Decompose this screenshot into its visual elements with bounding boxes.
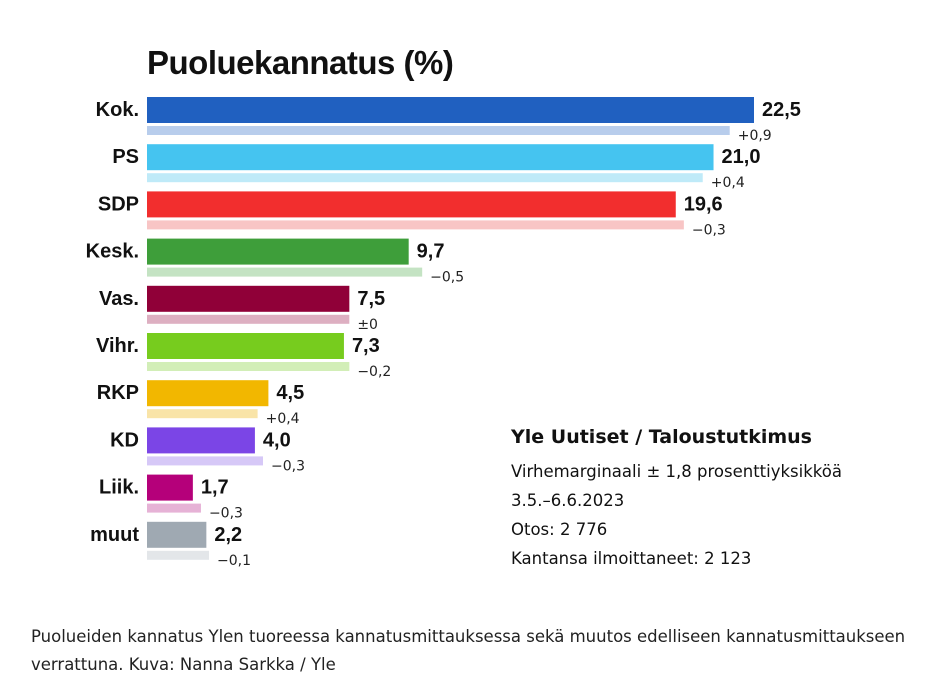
prev-bar-kok [147,126,730,135]
category-label-vas: Vas. [99,288,139,310]
source-info: Yle Uutiset / Taloustutkimus Virhemargin… [511,426,842,573]
value-label-vihr: 7,3 [352,335,380,357]
source-margin: Virhemarginaali ± 1,8 prosenttiyksikköä [511,462,842,481]
change-label-rkp: +0,4 [266,411,300,427]
category-label-kd: KD [110,429,139,451]
prev-bar-kesk [147,267,423,277]
bar-chart: Kok. 22,5 +0,9 PS 21,0 +0,4 SDP 19,6 −0,3 Kesk. 9,… [86,97,801,569]
bar-ps [147,144,714,171]
prev-bar-rkp [147,409,258,419]
prev-bar-vihr [147,362,350,371]
category-label-muut: muut [90,524,139,546]
change-label-ps: +0,4 [711,175,745,191]
prev-bar-kd [147,456,264,466]
change-label-kok: +0,9 [738,128,772,144]
category-label-vihr: Vihr. [96,335,139,357]
bar-kesk [147,238,409,265]
value-label-liik: 1,7 [201,477,229,499]
change-label-vas: ±0 [357,317,378,333]
prev-bar-vas [147,314,350,324]
bar-muut [147,521,207,548]
bar-vihr [147,333,344,359]
bar-sdp [147,191,676,218]
category-label-kesk: Kesk. [86,241,139,263]
category-label-ps: PS [112,146,139,168]
change-label-sdp: −0,3 [692,222,726,238]
change-label-kesk: −0,5 [430,270,464,286]
change-label-kd: −0,3 [271,458,305,474]
prev-bar-sdp [147,220,684,230]
value-label-vas: 7,5 [357,288,385,310]
source-dates: 3.5.–6.6.2023 [511,491,625,510]
bar-liik [147,474,193,501]
value-label-muut: 2,2 [214,524,242,546]
prev-bar-liik [147,503,201,513]
value-label-sdp: 19,6 [684,193,723,215]
change-label-vihr: −0,2 [357,364,391,380]
bar-rkp [147,380,269,407]
source-respondents: Kantansa ilmoittaneet: 2 123 [511,549,752,568]
bar-kok [147,97,754,123]
bar-kd [147,427,255,454]
change-label-liik: −0,3 [209,506,243,522]
category-label-sdp: SDP [98,193,139,215]
value-label-rkp: 4,5 [276,382,304,404]
value-label-kesk: 9,7 [417,241,445,263]
image-caption: Puolueiden kannatus Ylen tuoreessa kanna… [31,627,906,674]
bar-vas [147,285,350,312]
category-label-kok: Kok. [96,99,139,121]
category-label-rkp: RKP [97,382,139,404]
source-title: Yle Uutiset / Taloustutkimus [511,426,812,448]
value-label-ps: 21,0 [722,146,761,168]
change-label-muut: −0,1 [217,553,251,569]
value-label-kd: 4,0 [263,429,291,451]
category-label-liik: Liik. [99,477,139,499]
prev-bar-ps [147,173,703,183]
source-sample: Otos: 2 776 [511,520,608,539]
prev-bar-muut [147,550,210,560]
chart-title: Puoluekannatus (%) [147,44,454,81]
value-label-kok: 22,5 [762,99,801,121]
